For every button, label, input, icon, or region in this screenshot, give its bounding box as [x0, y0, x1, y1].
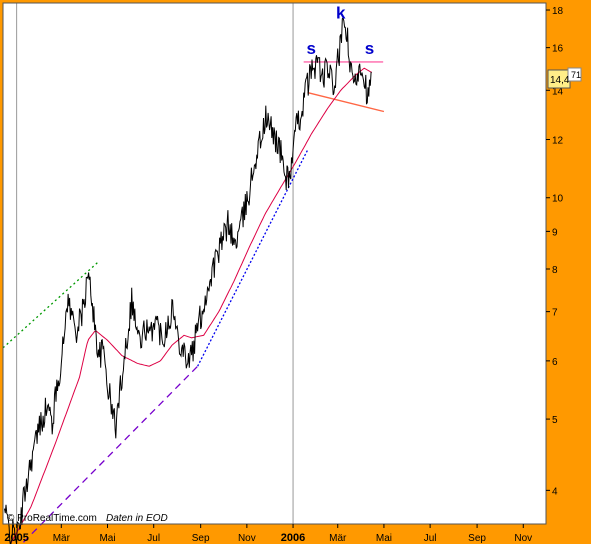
pattern-annotations: sks: [306, 4, 374, 58]
last-value-hidden-label: 71: [571, 70, 581, 80]
x-tick-label: Nov: [514, 533, 532, 544]
data-note-label: Daten in EOD: [106, 513, 168, 524]
year-gridlines: [16, 3, 294, 524]
plot-area: [3, 3, 546, 524]
x-tick-label: Nov: [238, 533, 256, 544]
x-tick-label: Sep: [468, 533, 486, 544]
x-tick-label: Mai: [99, 533, 115, 544]
trendline-neckline: [307, 91, 385, 113]
trendline-blue-dotted: [197, 150, 309, 367]
x-tick-label: 2005: [4, 532, 28, 544]
y-tick-label: 9: [552, 227, 558, 238]
y-tick-label: 14: [552, 86, 564, 97]
pattern-label: k: [336, 4, 346, 23]
y-axis: 4 5 6 7 8 9 10 12 14 16 18: [546, 6, 564, 497]
y-tick-label: 10: [552, 194, 564, 205]
moving-average-line: [10, 67, 373, 543]
y-tick-label: 12: [552, 136, 564, 147]
y-tick-label: 16: [552, 44, 564, 55]
pattern-label: s: [365, 39, 374, 58]
x-axis: 2005 Mär Mai Jul Sep Nov 2006 Mär Mai Jul Sep Nov: [4, 524, 532, 544]
last-value-marker: 71 14,4: [547, 67, 582, 89]
x-tick-label: 2006: [281, 532, 305, 544]
trendline-green-dotted: [2, 260, 100, 349]
x-tick-label: Sep: [192, 533, 210, 544]
x-tick-label: Mär: [53, 533, 71, 544]
x-tick-label: Mai: [376, 533, 392, 544]
y-tick-label: 7: [552, 308, 558, 319]
y-tick-label: 5: [552, 415, 558, 426]
source-label: © ProRealTime.com: [7, 513, 97, 524]
x-tick-label: Jul: [424, 533, 437, 544]
y-tick-label: 8: [552, 265, 558, 276]
y-tick-label: 6: [552, 357, 558, 368]
pattern-label: s: [306, 39, 315, 58]
x-tick-label: Jul: [147, 533, 160, 544]
y-tick-label: 18: [552, 6, 564, 17]
trendline-purple-dashed: [22, 365, 199, 543]
plot-border: [2, 2, 547, 525]
last-value-label: 14,4: [550, 75, 570, 86]
x-tick-label: Mär: [329, 533, 347, 544]
y-tick-label: 4: [552, 486, 558, 497]
price-line: [4, 16, 372, 544]
